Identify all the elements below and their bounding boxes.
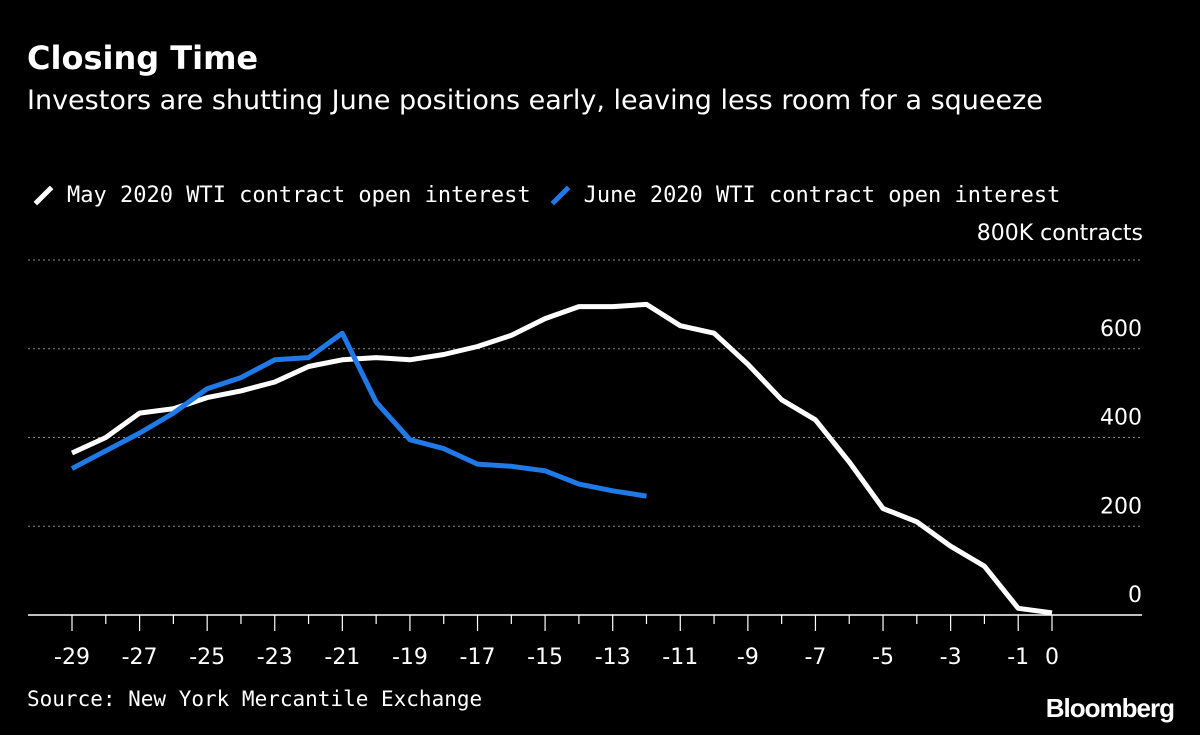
bloomberg-logo: Bloomberg: [1045, 693, 1175, 723]
x-tick-label--21: -21: [324, 645, 360, 670]
y-tick-label-600: 600: [1100, 317, 1142, 342]
legend-item-june: June 2020 WTI contract open interest: [547, 182, 1061, 208]
x-tick-label--15: -15: [527, 645, 563, 670]
x-tick-label--5: -5: [872, 645, 894, 670]
x-axis: -29 -27 -25 -23 -21 -19 -17 -15 -13 -11 -9 -7 -5 -3 -1…: [28, 614, 1142, 670]
y-tick-labels: 600 400 200 0: [1100, 317, 1142, 608]
series-line-may: [70, 301, 1053, 616]
legend-label-may: May 2020 WTI contract open interest: [67, 182, 531, 208]
x-tick-label--19: -19: [392, 645, 428, 670]
legend-label-june: June 2020 WTI contract open interest: [583, 182, 1061, 208]
x-tick-label--13: -13: [595, 645, 631, 670]
x-tick-label-0: 0: [1045, 645, 1059, 670]
chart-title: Closing Time: [27, 39, 259, 77]
gridlines: [28, 259, 1142, 527]
source-note: Source: New York Mercantile Exchange: [27, 687, 483, 711]
legend: May 2020 WTI contract open interest June…: [30, 178, 1060, 212]
x-tick-label--1: -1: [1007, 645, 1029, 670]
y-axis-units: 800K contracts: [976, 221, 1143, 246]
x-tick-label--17: -17: [460, 645, 496, 670]
x-tick-label--29: -29: [54, 645, 90, 670]
x-tick-label--7: -7: [804, 645, 826, 670]
series-line-june: [70, 330, 647, 499]
y-tick-label-200: 200: [1100, 494, 1142, 519]
x-tick-label--27: -27: [122, 645, 158, 670]
x-tick-label--3: -3: [940, 645, 962, 670]
series-lines: [70, 301, 1053, 616]
legend-item-may: May 2020 WTI contract open interest: [30, 183, 531, 208]
x-tick-label--25: -25: [189, 645, 225, 670]
x-tick-label--9: -9: [737, 645, 759, 670]
y-tick-label-400: 400: [1100, 406, 1142, 431]
y-tick-label-0: 0: [1128, 583, 1142, 608]
chart-subtitle: Investors are shutting June positions ea…: [27, 85, 1043, 116]
x-tick-label--11: -11: [662, 645, 698, 670]
x-tick-label--23: -23: [257, 645, 293, 670]
